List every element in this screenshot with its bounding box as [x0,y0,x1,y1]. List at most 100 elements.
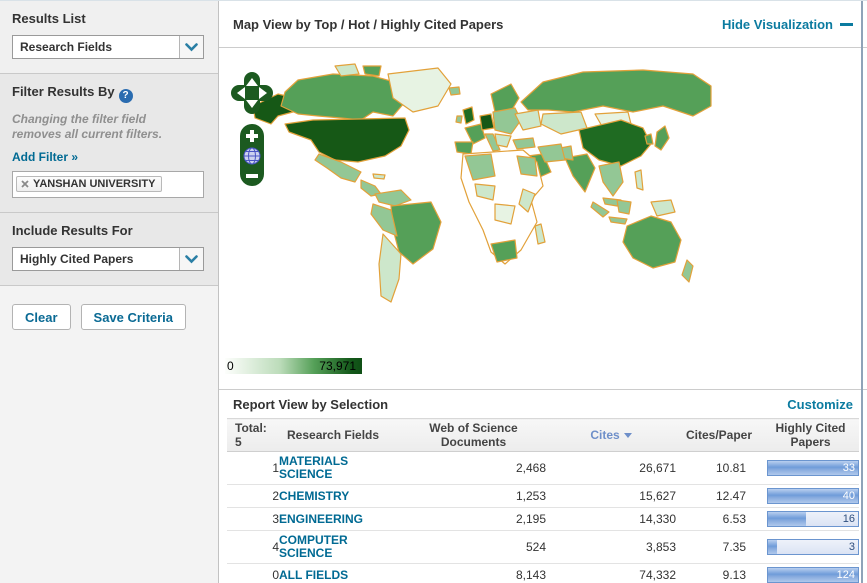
docs-value: 8,143 [401,564,546,583]
help-icon[interactable]: ? [119,89,133,103]
region-japan[interactable] [655,126,669,150]
col-wos-documents[interactable]: Web of Science Documents [401,419,546,452]
region-south-africa[interactable] [491,240,517,262]
field-link[interactable]: CHEMISTRY [279,490,349,503]
hcp-value: 16 [843,512,855,527]
hcp-value: 40 [843,489,855,504]
hide-visualization-link[interactable]: Hide Visualization [722,17,853,32]
region-philippines[interactable] [635,170,643,190]
main-panel: Map View by Top / Hot / Highly Cited Pap… [219,1,867,583]
region-borneo[interactable] [617,200,631,214]
chevron-down-icon[interactable] [179,36,203,58]
report-header: Report View by Selection Customize [219,390,867,418]
zoom-control[interactable] [240,124,264,186]
region-arctic-island[interactable] [363,66,381,76]
table-row: 4 COMPUTER SCIENCE 524 3,853 7.35 3 [227,531,859,564]
include-results-section: Include Results For Highly Cited Papers [0,213,218,286]
include-results-dropdown[interactable]: Highly Cited Papers [12,247,204,271]
table-row: 2 CHEMISTRY 1,253 15,627 12.47 40 [227,485,859,508]
globe-icon[interactable] [244,148,260,164]
world-map[interactable]: 0 73,971 [219,48,867,390]
region-ukraine[interactable] [515,110,541,130]
region-korea[interactable] [645,134,653,144]
cites-value: 15,627 [546,485,676,508]
docs-value: 2,195 [401,508,546,531]
table-row: 0 ALL FIELDS 8,143 74,332 9.13 124 [227,564,859,583]
filter-tag[interactable]: YANSHAN UNIVERSITY [16,176,162,192]
zoom-out-icon[interactable] [246,174,258,178]
include-results-value: Highly Cited Papers [13,252,179,266]
filter-tag-label: YANSHAN UNIVERSITY [33,178,155,190]
cites-per-paper-value: 12.47 [676,485,762,508]
col-highly-cited-papers[interactable]: Highly Cited Papers [762,419,859,452]
results-list-dropdown[interactable]: Research Fields [12,35,204,59]
col-cites-per-paper[interactable]: Cites/Paper [676,419,762,452]
map-title: Map View by Top / Hot / Highly Cited Pap… [233,17,722,32]
region-new-guinea[interactable] [651,200,675,216]
row-rank: 1 [227,452,279,485]
filter-section-title: Filter Results By? [12,84,206,103]
region-caribbean[interactable] [373,174,385,179]
table-header-row: Total: 5 Research Fields Web of Science … [227,419,859,452]
field-link[interactable]: MATERIALS SCIENCE [279,455,401,481]
legend-max: 73,971 [319,359,356,373]
customize-link[interactable]: Customize [787,397,853,412]
cites-value: 26,671 [546,452,676,485]
region-balkans[interactable] [495,134,511,147]
region-united-kingdom[interactable] [463,107,474,124]
cites-value: 14,330 [546,508,676,531]
hcp-value: 3 [849,540,855,555]
region-russia[interactable] [521,70,711,116]
col-cites[interactable]: Cites [546,419,676,452]
sidebar: Results List Research Fields Filter Resu… [0,1,219,583]
map-controls[interactable] [231,72,275,202]
row-rank: 4 [227,531,279,564]
legend-min: 0 [227,359,234,373]
remove-filter-icon[interactable] [21,180,29,188]
filter-input[interactable]: YANSHAN UNIVERSITY [12,171,204,198]
choropleth-svg[interactable] [223,54,863,354]
field-link[interactable]: ENGINEERING [279,513,363,526]
row-rank: 0 [227,564,279,583]
table-row: 3 ENGINEERING 2,195 14,330 6.53 16 [227,508,859,531]
region-australia[interactable] [623,216,681,268]
col-research-fields[interactable]: Research Fields [279,419,401,452]
collapse-icon [840,23,853,26]
region-southeast-asia[interactable] [599,162,623,196]
report-title: Report View by Selection [233,397,787,412]
docs-value: 524 [401,531,546,564]
add-filter-link[interactable]: Add Filter » [12,150,78,164]
table-row: 1 MATERIALS SCIENCE 2,468 26,671 10.81 3… [227,452,859,485]
region-central-africa[interactable] [495,204,515,224]
cites-per-paper-value: 9.13 [676,564,762,583]
results-list-value: Research Fields [13,40,179,54]
row-rank: 2 [227,485,279,508]
map-header: Map View by Top / Hot / Highly Cited Pap… [219,1,867,48]
region-canada[interactable] [281,74,405,120]
region-eastern-europe[interactable] [493,108,521,134]
col-total: Total: 5 [227,419,279,452]
hcp-bar: 33 [767,460,859,476]
chevron-down-icon[interactable] [179,248,203,270]
pan-control-icon[interactable] [231,72,273,114]
actions-section: Clear Save Criteria [0,286,218,583]
hcp-value: 33 [843,461,855,476]
clear-button[interactable]: Clear [12,304,71,330]
filter-note: Changing the filter field removes all cu… [12,112,206,142]
region-iceland[interactable] [449,87,460,95]
save-criteria-button[interactable]: Save Criteria [81,304,187,330]
region-united-states[interactable] [285,118,409,162]
region-ireland[interactable] [456,116,462,123]
hcp-value: 124 [837,568,855,583]
region-germany[interactable] [480,114,494,130]
region-java[interactable] [609,217,627,224]
region-turkey[interactable] [513,138,535,149]
region-spain[interactable] [455,142,473,154]
region-new-zealand[interactable] [682,260,693,282]
region-madagascar[interactable] [535,224,545,244]
field-link[interactable]: COMPUTER SCIENCE [279,534,401,560]
cites-value: 74,332 [546,564,676,583]
report-table: Total: 5 Research Fields Web of Science … [227,418,859,583]
field-link[interactable]: ALL FIELDS [279,569,348,582]
cites-per-paper-value: 6.53 [676,508,762,531]
